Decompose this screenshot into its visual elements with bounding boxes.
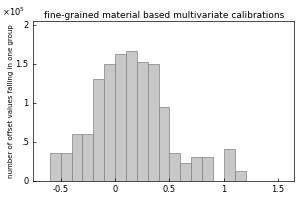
Bar (61, 153, 71, 181)
Bar (137, 62, 148, 181)
Bar (50, 153, 61, 181)
Bar (71, 134, 82, 181)
Bar (126, 51, 137, 181)
Text: $\times\mathregular{10}^{\mathregular{5}}$: $\times\mathregular{10}^{\mathregular{5}… (2, 5, 25, 18)
Bar (148, 64, 158, 181)
Bar (82, 134, 93, 181)
Bar (191, 157, 202, 181)
Bar (158, 107, 169, 181)
Y-axis label: number of offset values falling in one group: number of offset values falling in one g… (8, 24, 14, 178)
Bar (169, 153, 180, 181)
Title: fine-grained material based multivariate calibrations: fine-grained material based multivariate… (44, 11, 284, 20)
Bar (93, 79, 104, 181)
Bar (115, 54, 126, 181)
Bar (202, 157, 213, 181)
Bar (224, 149, 235, 181)
Bar (235, 171, 245, 181)
Bar (180, 163, 191, 181)
Bar (104, 64, 115, 181)
